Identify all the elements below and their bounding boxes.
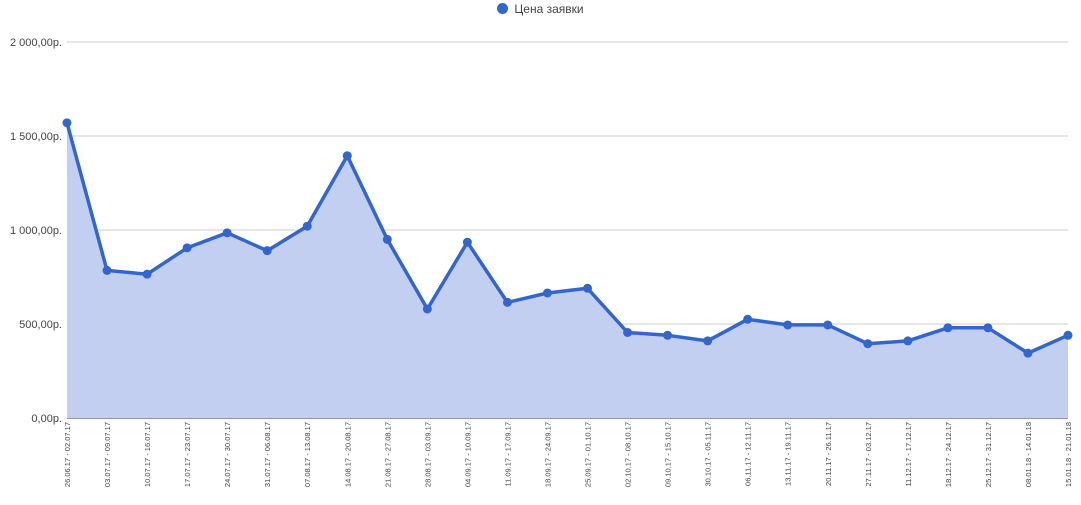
data-point[interactable] xyxy=(663,330,673,340)
data-point[interactable] xyxy=(182,243,192,253)
data-point[interactable] xyxy=(983,323,993,333)
x-tick-label: 15.01.18 - 21.01.18 xyxy=(1064,422,1073,487)
data-point[interactable] xyxy=(623,327,633,337)
data-point[interactable] xyxy=(62,118,72,128)
data-point[interactable] xyxy=(382,234,392,244)
data-point[interactable] xyxy=(222,228,232,238)
data-point[interactable] xyxy=(502,297,512,307)
legend-swatch xyxy=(497,3,509,14)
x-tick-label: 09.10.17 - 15.10.17 xyxy=(664,422,673,487)
data-point[interactable] xyxy=(262,246,272,256)
data-point[interactable] xyxy=(422,304,432,314)
x-tick-label: 18.09.17 - 24.09.17 xyxy=(544,422,553,487)
x-tick-label: 21.08.17 - 27.08.17 xyxy=(383,422,392,487)
data-point[interactable] xyxy=(1063,330,1073,340)
data-point[interactable] xyxy=(142,269,152,279)
x-tick-label: 28.08.17 - 03.09.17 xyxy=(423,422,432,487)
x-tick-label: 17.07.17 - 23.07.17 xyxy=(183,422,192,487)
x-tick-label: 18.12.17 - 24.12.17 xyxy=(944,422,953,487)
x-tick-label: 20.11.17 - 26.11.17 xyxy=(824,422,833,486)
data-point[interactable] xyxy=(903,336,913,346)
x-tick-label: 03.07.17 - 09.07.17 xyxy=(103,422,112,487)
legend: Цена заявки xyxy=(0,2,1081,16)
x-tick-label: 11.09.17 - 17.09.17 xyxy=(503,422,512,487)
x-tick-label: 06.11.17 - 12.11.17 xyxy=(744,422,753,486)
y-tick-label: 500,00р. xyxy=(19,319,62,331)
y-tick-label: 0,00р. xyxy=(31,413,62,425)
x-tick-label: 14.08.17 - 20.08.17 xyxy=(343,422,352,487)
x-tick-label: 08.01.18 - 14.01.18 xyxy=(1024,422,1033,487)
y-tick-label: 1 500,00р. xyxy=(10,131,62,143)
y-tick-label: 2 000,00р. xyxy=(10,37,62,49)
legend-label: Цена заявки xyxy=(514,2,584,16)
x-tick-label: 25.12.17 - 31.12.17 xyxy=(984,422,993,487)
x-tick-label: 10.07.17 - 16.07.17 xyxy=(143,422,152,487)
x-tick-label: 13.11.17 - 19.11.17 xyxy=(784,422,793,486)
data-point[interactable] xyxy=(1023,348,1033,358)
x-tick-label: 24.07.17 - 30.07.17 xyxy=(223,422,232,487)
x-tick-label: 07.08.17 - 13.08.17 xyxy=(303,422,312,487)
x-tick-label: 31.07.17 - 06.08.17 xyxy=(263,422,272,487)
x-tick-label: 30.10.17 - 05.11.17 xyxy=(704,422,713,487)
data-point[interactable] xyxy=(102,265,112,275)
y-tick-label: 1 000,00р. xyxy=(10,225,62,237)
data-point[interactable] xyxy=(462,237,472,247)
x-tick-label: 04.09.17 - 10.09.17 xyxy=(463,422,472,487)
data-point[interactable] xyxy=(783,320,793,330)
series-points xyxy=(62,118,1073,358)
data-point[interactable] xyxy=(342,151,352,161)
series-area xyxy=(67,122,1068,419)
data-point[interactable] xyxy=(302,221,312,231)
data-point[interactable] xyxy=(743,314,753,324)
data-point[interactable] xyxy=(583,283,593,293)
data-point[interactable] xyxy=(823,320,833,330)
series-line xyxy=(65,122,1069,355)
data-point[interactable] xyxy=(863,339,873,349)
x-tick-label: 25.09.17 - 01.10.17 xyxy=(584,422,593,487)
x-tick-label: 27.11.17 - 03.12.17 xyxy=(864,422,873,487)
x-tick-label: 11.12.17 - 17.12.17 xyxy=(904,422,913,487)
data-point[interactable] xyxy=(703,336,713,346)
x-axis-ticks: 26.06.17 - 02.07.17 03.07.17 - 09.07.17 10… xyxy=(63,422,1073,487)
y-axis-ticks: 0,00р. 500,00р. 1 000,00р. 1 500,00р. 2 000,… xyxy=(10,37,62,425)
x-tick-label: 02.10.17 - 08.10.17 xyxy=(624,422,633,487)
x-tick-label: 26.06.17 - 02.07.17 xyxy=(63,422,72,487)
data-point[interactable] xyxy=(542,288,552,298)
data-point[interactable] xyxy=(943,323,953,333)
